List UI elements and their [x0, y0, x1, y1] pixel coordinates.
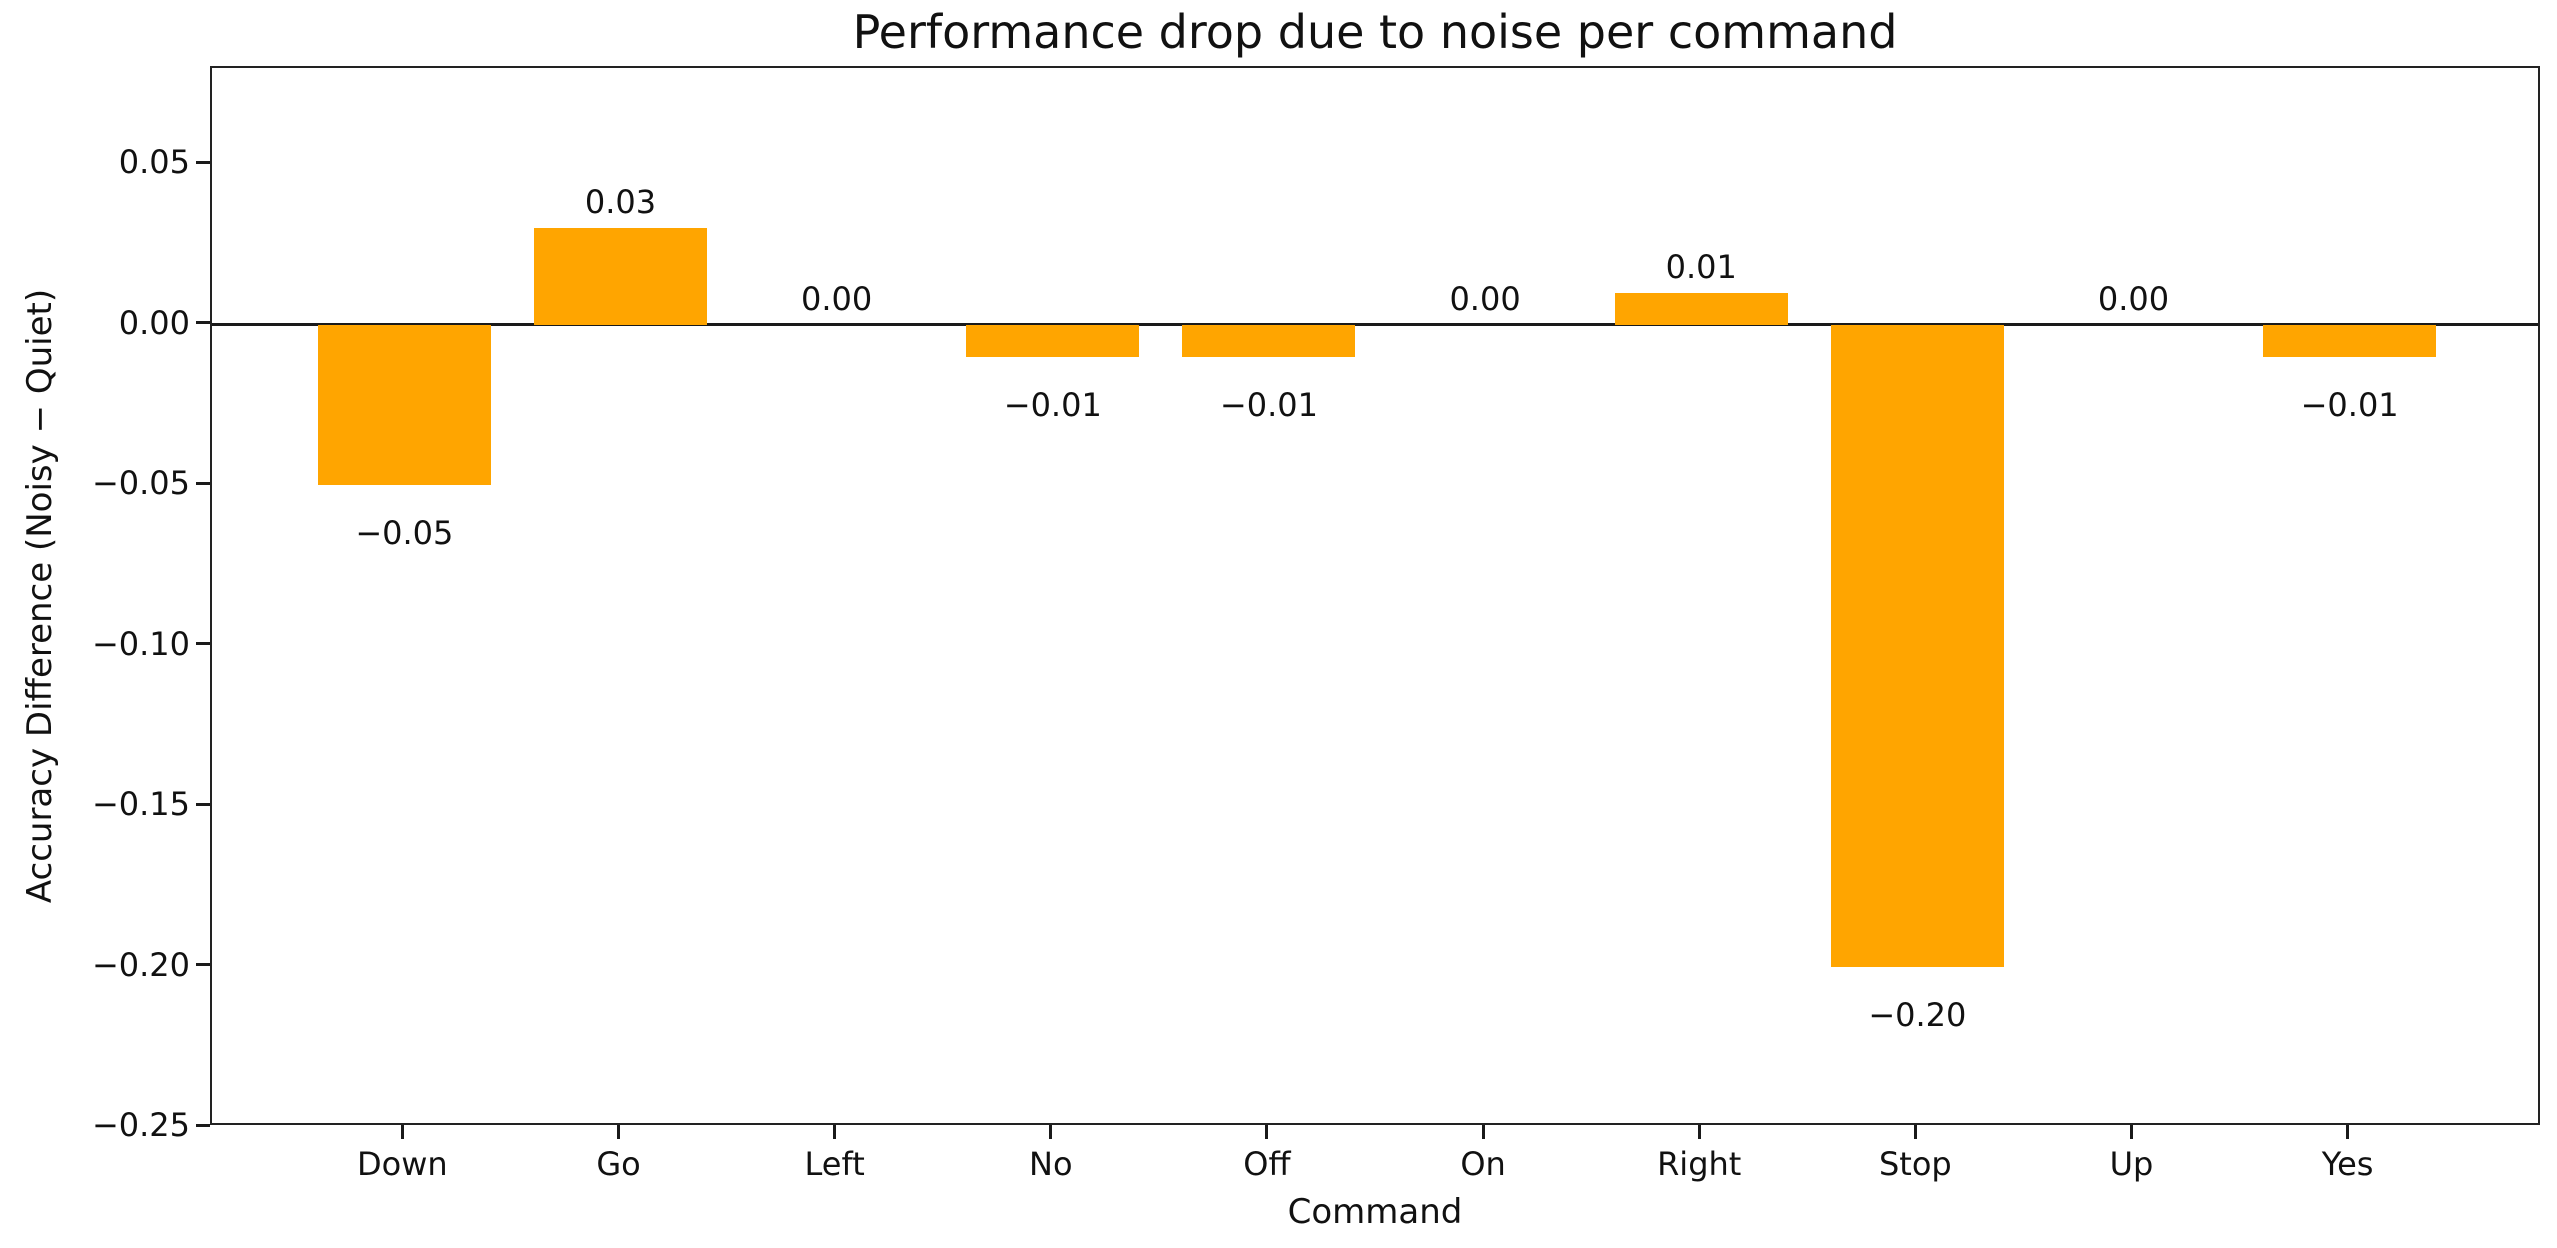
bar-value-label: 0.00 [1449, 279, 1521, 318]
bar-value-label: 0.03 [584, 183, 657, 222]
x-tick-label: Yes [2321, 1145, 2374, 1183]
bar-right [1614, 292, 1788, 325]
y-tick-mark [196, 1123, 210, 1127]
y-tick-mark [196, 963, 210, 967]
y-tick-label: 0.05 [118, 143, 190, 182]
y-tick-label: −0.10 [91, 624, 190, 663]
x-tick-mark [400, 1125, 404, 1139]
y-tick-label: −0.05 [91, 464, 190, 503]
x-tick-mark [2129, 1125, 2133, 1139]
x-tick-mark [833, 1125, 837, 1139]
y-tick-mark [196, 642, 210, 646]
bar-off [1182, 324, 1356, 357]
x-tick-mark [2346, 1125, 2350, 1139]
zero-baseline [212, 323, 2538, 327]
plot-area: −0.05 0.03 0.00 −0.01 −0.01 0.00 0.01 −0.20 0.00… [210, 66, 2540, 1125]
x-tick-label: Off [1243, 1145, 1291, 1183]
bar-value-label: −0.01 [2300, 385, 2399, 424]
y-tick-mark [196, 160, 210, 164]
x-tick-label: Go [596, 1145, 641, 1183]
x-tick-mark [1265, 1125, 1269, 1139]
x-tick-label: Down [357, 1145, 448, 1183]
y-tick-label: −0.15 [91, 785, 190, 824]
y-tick-mark [196, 802, 210, 806]
bar-stop [1830, 324, 2004, 967]
y-tick-label: −0.20 [91, 945, 190, 984]
bar-value-label: −0.05 [355, 514, 454, 553]
y-tick-label: −0.25 [91, 1106, 190, 1144]
y-tick-mark [196, 321, 210, 325]
x-tick-mark [1913, 1125, 1917, 1139]
bar-value-label: 0.01 [1665, 247, 1737, 286]
x-tick-label: Stop [1878, 1145, 1952, 1183]
bar-value-label: 0.00 [801, 279, 873, 318]
x-tick-label: No [1029, 1145, 1073, 1183]
bar-no [966, 324, 1140, 357]
bar-value-label: 0.00 [2097, 279, 2170, 318]
bar-value-label: −0.01 [1219, 385, 1318, 424]
y-tick-mark [196, 481, 210, 485]
x-tick-label: Right [1657, 1145, 1742, 1183]
bar-value-label: −0.20 [1868, 995, 1967, 1034]
x-tick-label: On [1460, 1145, 1506, 1183]
bar-value-label: −0.01 [1003, 385, 1102, 424]
y-tick-label: 0.00 [118, 303, 190, 342]
bar-yes [2263, 324, 2437, 357]
chart-title: Performance drop due to noise per comman… [852, 5, 1898, 59]
bar-down [317, 324, 491, 486]
x-tick-label: Up [2109, 1145, 2154, 1183]
x-axis-label: Command [1287, 1192, 1463, 1232]
x-tick-mark [1049, 1125, 1053, 1139]
bar-go [534, 228, 707, 325]
x-tick-mark [617, 1125, 620, 1139]
x-tick-mark [1697, 1125, 1701, 1139]
x-tick-mark [1481, 1125, 1485, 1139]
x-tick-label: Left [804, 1145, 865, 1183]
